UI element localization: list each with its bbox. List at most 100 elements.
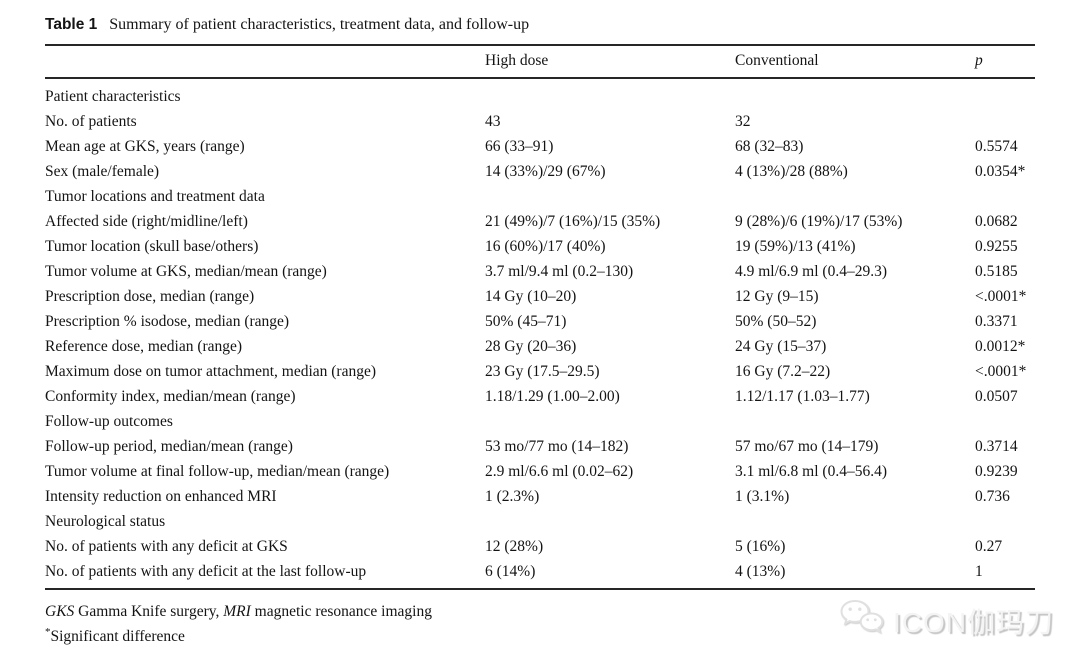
table-body: Patient characteristics No. of patients 43…	[45, 78, 1035, 589]
abbreviation-definition: Gamma Knife surgery,	[74, 603, 224, 620]
high-dose-value: 14 (33%)/29 (67%)	[485, 163, 606, 180]
significance-marker: *	[45, 625, 51, 638]
footnote-significance: *Significant difference	[45, 624, 1035, 649]
header-row: High dose Conventional p	[45, 45, 1035, 79]
high-dose-value: 50% (45–71)	[485, 313, 567, 330]
table-caption: Table 1 Summary of patient characteristic…	[45, 14, 1035, 36]
row-label: Tumor location (skull base/others)	[45, 238, 259, 255]
conventional-value: 4 (13%)/28 (88%)	[735, 163, 848, 180]
row-label: Prescription % isodose, median (range)	[45, 313, 290, 330]
header-high-dose: High dose	[485, 45, 735, 79]
section-label: Tumor locations and treatment data	[45, 188, 265, 205]
section-label: Follow-up outcomes	[45, 413, 173, 430]
header-row-label-col	[45, 45, 485, 79]
conventional-value: 57 mo/67 mo (14–179)	[735, 438, 879, 455]
p-value: 0.9239	[975, 463, 1018, 480]
p-value: 0.0012*	[975, 338, 1026, 355]
conventional-value: 3.1 ml/6.8 ml (0.4–56.4)	[735, 463, 887, 480]
p-value: 0.3714	[975, 438, 1018, 455]
p-value: <.0001*	[975, 288, 1027, 305]
section-row: Patient characteristics	[45, 78, 1035, 109]
high-dose-value: 2.9 ml/6.6 ml (0.02–62)	[485, 463, 634, 480]
p-value: 0.0682	[975, 213, 1018, 230]
row-label: Tumor volume at GKS, median/mean (range)	[45, 263, 327, 280]
row-label: Conformity index, median/mean (range)	[45, 388, 296, 405]
table-footnotes: GKS Gamma Knife surgery, MRI magnetic re…	[45, 599, 1035, 649]
row-label: Intensity reduction on enhanced MRI	[45, 488, 277, 505]
abbreviation-definition: magnetic resonance imaging	[250, 603, 432, 620]
high-dose-value: 21 (49%)/7 (16%)/15 (35%)	[485, 213, 661, 230]
table-row: Affected side (right/midline/left) 21 (49…	[45, 209, 1035, 234]
abbreviation-term: MRI	[223, 603, 251, 620]
high-dose-value: 43	[485, 113, 501, 130]
summary-table: High dose Conventional p Patient charact…	[45, 44, 1035, 590]
high-dose-value: 6 (14%)	[485, 563, 536, 580]
conventional-value: 16 Gy (7.2–22)	[735, 363, 831, 380]
table-row: Reference dose, median (range) 28 Gy (20–…	[45, 334, 1035, 359]
conventional-value: 5 (16%)	[735, 538, 786, 555]
high-dose-value: 16 (60%)/17 (40%)	[485, 238, 606, 255]
p-value	[975, 109, 1035, 134]
table-caption-label: Table 1	[45, 16, 98, 33]
table-caption-text: Summary of patient characteristics, trea…	[109, 16, 530, 33]
high-dose-value: 23 Gy (17.5–29.5)	[485, 363, 600, 380]
high-dose-value: 66 (33–91)	[485, 138, 554, 155]
p-value: 0.5574	[975, 138, 1018, 155]
conventional-value: 4.9 ml/6.9 ml (0.4–29.3)	[735, 263, 887, 280]
conventional-value: 24 Gy (15–37)	[735, 338, 827, 355]
table-row: No. of patients 43 32	[45, 109, 1035, 134]
p-value: 0.3371	[975, 313, 1018, 330]
header-conventional: Conventional	[735, 45, 975, 79]
conventional-value: 68 (32–83)	[735, 138, 804, 155]
row-label: Maximum dose on tumor attachment, median…	[45, 363, 377, 380]
table-row: Tumor volume at GKS, median/mean (range)…	[45, 259, 1035, 284]
p-value: 0.9255	[975, 238, 1018, 255]
watermark: ICON伽玛刀	[839, 598, 1054, 643]
high-dose-value: 28 Gy (20–36)	[485, 338, 577, 355]
significance-text: Significant difference	[50, 628, 185, 645]
section-row: Neurological status	[45, 509, 1035, 534]
wechat-icon	[839, 598, 885, 643]
row-label: Follow-up period, median/mean (range)	[45, 438, 293, 455]
table-row: Mean age at GKS, years (range) 66 (33–91)…	[45, 134, 1035, 159]
conventional-value: 9 (28%)/6 (19%)/17 (53%)	[735, 213, 903, 230]
header-p: p	[975, 45, 1035, 79]
row-label: No. of patients	[45, 113, 137, 130]
p-value: <.0001*	[975, 363, 1027, 380]
table-row: Intensity reduction on enhanced MRI 1 (2.…	[45, 484, 1035, 509]
row-label: Tumor volume at final follow-up, median/…	[45, 463, 390, 480]
conventional-value: 4 (13%)	[735, 563, 786, 580]
high-dose-value: 1.18/1.29 (1.00–2.00)	[485, 388, 620, 405]
high-dose-value: 1 (2.3%)	[485, 488, 540, 505]
table-row: Tumor location (skull base/others) 16 (60…	[45, 234, 1035, 259]
section-label: Patient characteristics	[45, 88, 181, 105]
high-dose-value: 3.7 ml/9.4 ml (0.2–130)	[485, 263, 634, 280]
row-label: Mean age at GKS, years (range)	[45, 138, 245, 155]
row-label: Affected side (right/midline/left)	[45, 213, 248, 230]
table-row: Prescription dose, median (range) 14 Gy (…	[45, 284, 1035, 309]
conventional-value: 12 Gy (9–15)	[735, 288, 819, 305]
p-value: 0.5185	[975, 263, 1018, 280]
high-dose-value: 53 mo/77 mo (14–182)	[485, 438, 629, 455]
table-row: No. of patients with any deficit at the …	[45, 559, 1035, 589]
footnote-abbreviations: GKS Gamma Knife surgery, MRI magnetic re…	[45, 599, 1035, 624]
conventional-value: 1.12/1.17 (1.03–1.77)	[735, 388, 870, 405]
p-value: 1	[975, 563, 983, 580]
table-row: No. of patients with any deficit at GKS 1…	[45, 534, 1035, 559]
table-row: Tumor volume at final follow-up, median/…	[45, 459, 1035, 484]
table-row: Prescription % isodose, median (range) 50…	[45, 309, 1035, 334]
section-row: Follow-up outcomes	[45, 409, 1035, 434]
table-row: Follow-up period, median/mean (range) 53 …	[45, 434, 1035, 459]
table-header: High dose Conventional p	[45, 45, 1035, 79]
row-label: No. of patients with any deficit at the …	[45, 563, 367, 580]
section-label: Neurological status	[45, 513, 166, 530]
table-row: Conformity index, median/mean (range) 1.1…	[45, 384, 1035, 409]
high-dose-value: 12 (28%)	[485, 538, 544, 555]
high-dose-value: 14 Gy (10–20)	[485, 288, 577, 305]
section-row: Tumor locations and treatment data	[45, 184, 1035, 209]
conventional-value: 1 (3.1%)	[735, 488, 790, 505]
table-row: Sex (male/female) 14 (33%)/29 (67%) 4 (13%…	[45, 159, 1035, 184]
p-value: 0.0354*	[975, 163, 1026, 180]
row-label: Sex (male/female)	[45, 163, 160, 180]
